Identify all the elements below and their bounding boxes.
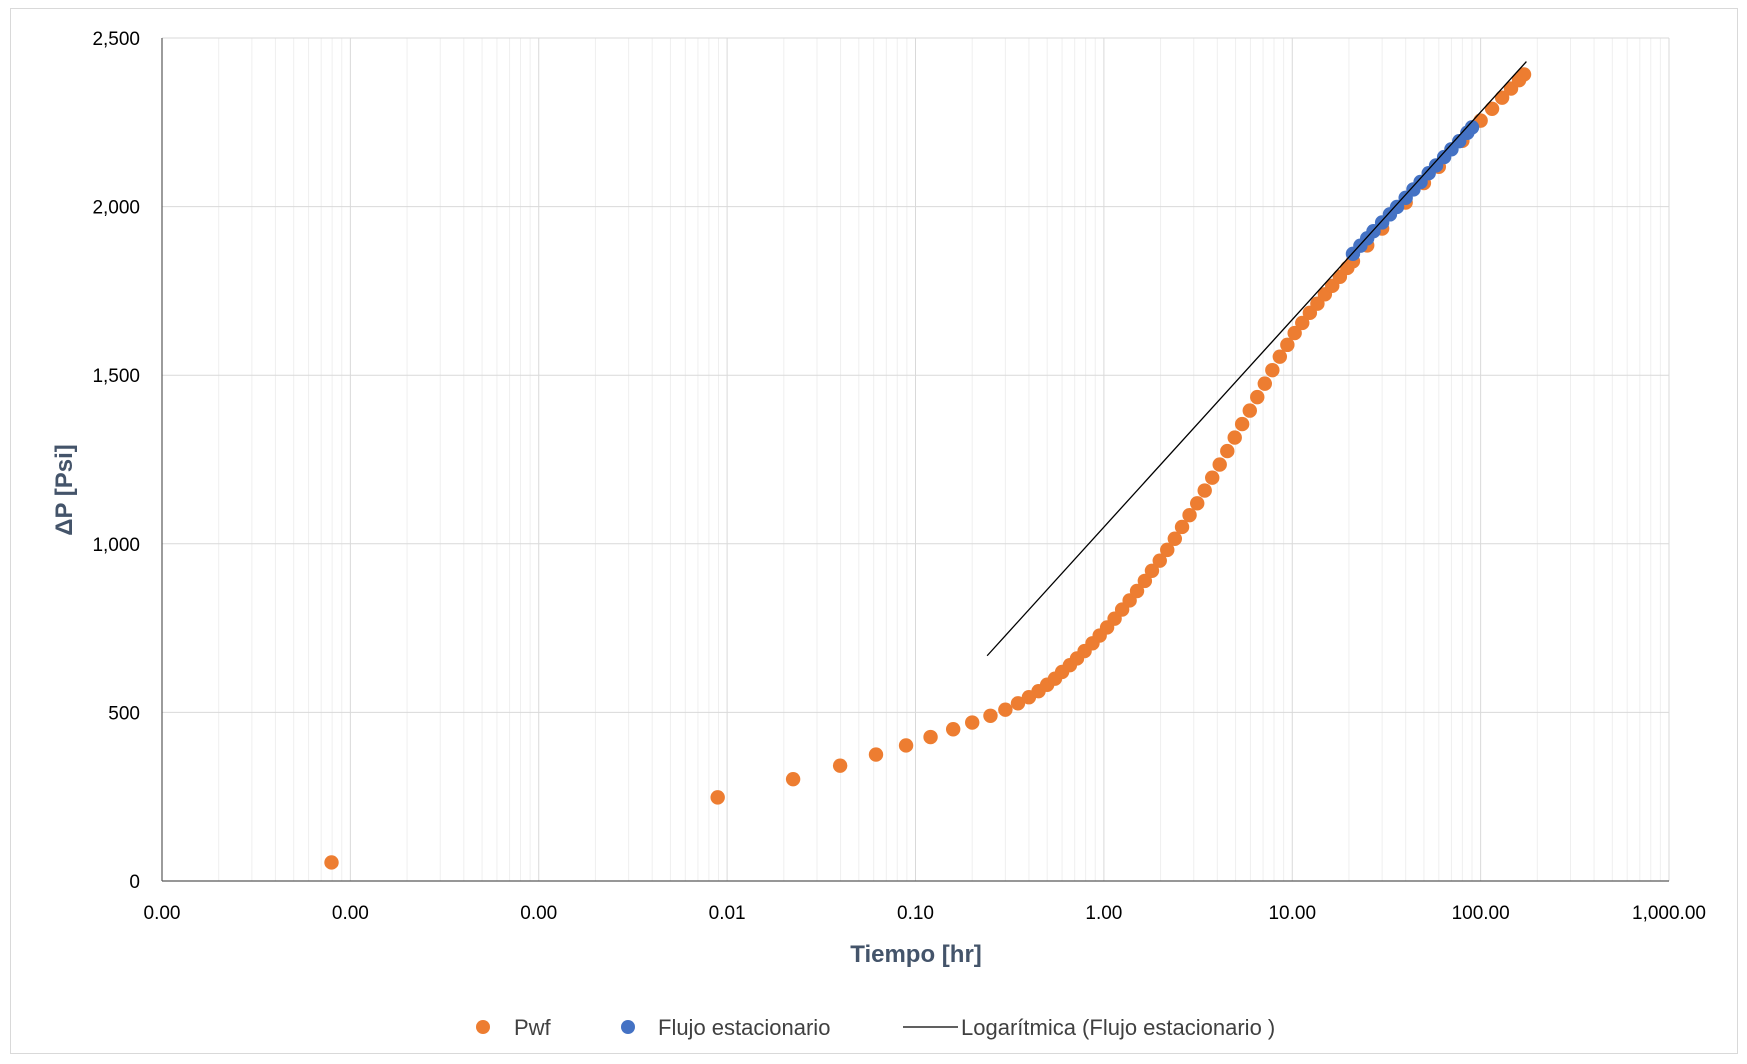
data-point — [945, 722, 961, 737]
data-point — [1464, 120, 1480, 135]
plot-area — [324, 61, 1532, 870]
data-point — [998, 702, 1013, 717]
legend-marker-flujo — [621, 1020, 635, 1034]
data-point — [1287, 325, 1302, 341]
data-point — [1494, 90, 1510, 105]
legend-label-flujo: Flujo estacionario — [658, 1015, 830, 1040]
data-point — [1190, 496, 1205, 511]
y-tick-label: 0 — [129, 872, 140, 893]
data-point — [923, 729, 938, 745]
data-point — [1272, 349, 1288, 364]
legend-label-trend: Logarítmica (Flujo estacionario ) — [961, 1015, 1275, 1040]
data-point — [1227, 430, 1242, 445]
x-axis-title: Tiempo [hr] — [850, 941, 982, 968]
data-point — [1295, 315, 1310, 331]
x-tick-label: 1,000.00 — [1632, 903, 1706, 924]
data-point — [1250, 389, 1265, 405]
legend-marker-pwf — [476, 1020, 490, 1034]
x-tick-label: 0.00 — [144, 903, 181, 924]
x-tick-label: 100.00 — [1452, 903, 1510, 924]
y-tick-label: 2,000 — [92, 198, 140, 219]
x-tick-label: 10.00 — [1268, 903, 1316, 924]
x-tick-label: 0.00 — [520, 903, 557, 924]
data-point — [1242, 403, 1257, 418]
data-point — [1234, 416, 1250, 432]
legend: Pwf Flujo estacionario Logarítmica (Fluj… — [476, 1015, 1275, 1040]
y-tick-label: 1,000 — [92, 535, 140, 556]
x-tick-label: 0.00 — [332, 903, 369, 924]
data-point — [1280, 337, 1295, 353]
axes — [161, 38, 1669, 882]
data-point — [1389, 199, 1405, 215]
x-tick-label: 0.10 — [897, 903, 934, 924]
data-point — [785, 771, 801, 787]
data-point — [1212, 457, 1227, 472]
trendline-logaritmica — [986, 61, 1527, 657]
data-point — [1265, 362, 1280, 378]
data-point — [324, 855, 339, 870]
data-point — [868, 747, 884, 762]
y-axis-title: ΔP [Psi] — [51, 444, 78, 536]
data-point — [983, 708, 998, 723]
y-tick-labels: 0 500 1,000 1,500 2,000 2,500 — [92, 29, 140, 893]
data-point — [1174, 519, 1190, 535]
y-tick-label: 500 — [108, 703, 140, 724]
x-tick-label: 0.01 — [709, 903, 746, 924]
y-tick-label: 2,500 — [92, 29, 140, 50]
series-flujo-estacionario — [1345, 120, 1480, 262]
data-point — [898, 738, 914, 753]
data-point — [1137, 573, 1153, 589]
data-point — [1010, 696, 1026, 711]
gridlines — [161, 37, 1670, 882]
x-tick-labels: 0.00 0.00 0.00 0.01 0.10 1.00 10.00 100.00 1,000… — [144, 903, 1706, 924]
y-tick-label: 1,500 — [92, 366, 140, 387]
data-point — [1197, 483, 1212, 498]
data-point — [1160, 542, 1175, 558]
data-point — [1220, 443, 1235, 459]
data-point — [1152, 553, 1167, 568]
data-point — [1516, 67, 1532, 82]
data-point — [1484, 101, 1500, 117]
data-point — [1167, 531, 1183, 546]
data-point — [1129, 583, 1145, 599]
data-point — [965, 715, 980, 730]
data-point — [1257, 376, 1273, 391]
x-tick-label: 1.00 — [1085, 903, 1122, 924]
legend-label-pwf: Pwf — [514, 1015, 552, 1040]
data-point — [1182, 507, 1197, 523]
data-point — [1205, 470, 1220, 485]
data-point — [710, 790, 725, 805]
data-point — [1144, 563, 1160, 578]
data-point — [832, 758, 848, 773]
series-pwf — [324, 67, 1532, 870]
